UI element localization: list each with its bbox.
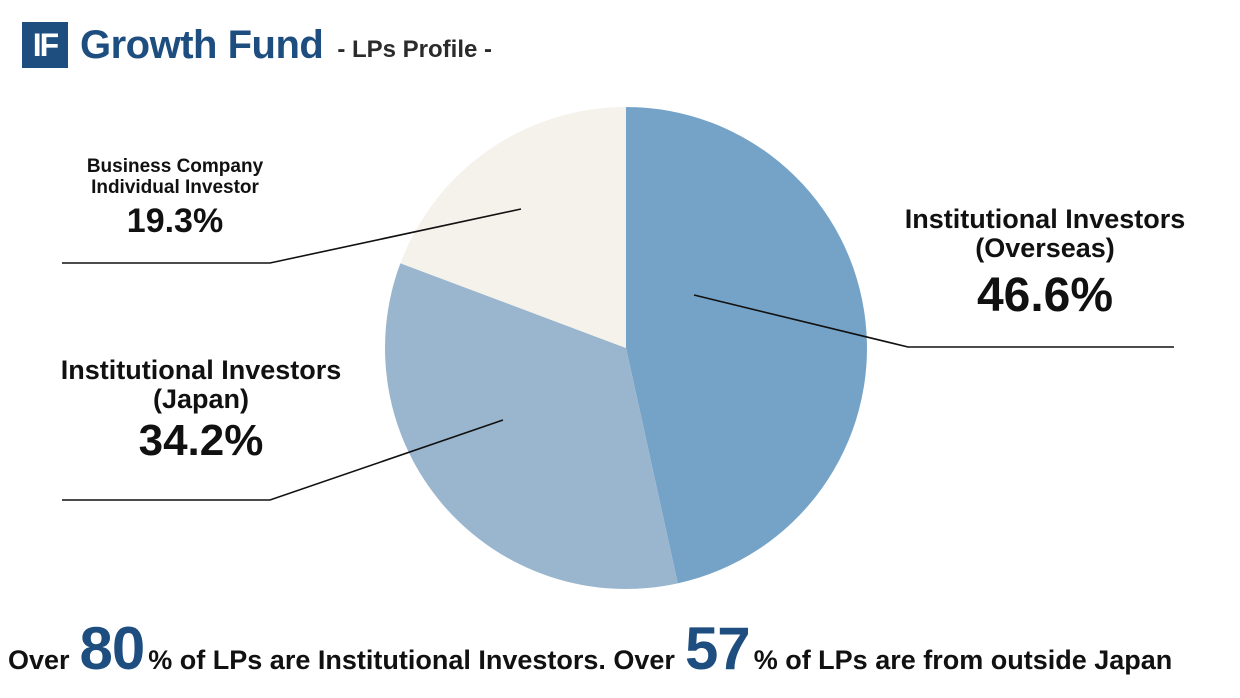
pie-slices (384, 107, 867, 589)
pie-slice-business (400, 107, 626, 348)
leader-lines (62, 208, 1174, 501)
slice-label-overseas: Institutional Investors (Overseas) 46.6% (885, 204, 1205, 323)
slice-name-line2: (Japan) (152, 384, 250, 415)
pie-slice-japan (384, 263, 678, 589)
slice-name-line1: Institutional Investors (904, 204, 1186, 234)
page-subtitle: - LPs Profile - (337, 36, 493, 63)
slice-label-japan: Institutional Investors (Japan) 34.2% (48, 355, 354, 466)
page-title: Growth Fund (80, 22, 324, 67)
footer-number-57: 57 (684, 615, 751, 682)
leader-line-business (62, 208, 522, 264)
header: IF Growth Fund - LPs Profile - (22, 20, 492, 70)
slice-value-label: 34.2% (138, 416, 264, 466)
slice-value-label: 46.6% (976, 269, 1114, 323)
slice-label-business: Business Company Individual Investor 19.… (62, 156, 288, 241)
leader-line-japan (62, 419, 504, 501)
logo: IF (22, 22, 68, 68)
slice-name-line1: Institutional Investors (60, 355, 342, 385)
footer-text-1: Over (8, 645, 70, 675)
pie-slice-overseas (626, 107, 867, 584)
slice-name-line2: (Overseas) (975, 233, 1115, 264)
footer-text-2: % of LPs are Institutional Investors. Ov… (148, 645, 675, 675)
leader-line-overseas (693, 294, 1174, 348)
footer-number-80: 80 (79, 615, 146, 682)
slice-name-line1: Business Company (86, 156, 264, 177)
slice-value-label: 19.3% (126, 202, 224, 241)
summary-footer: Over 80 % of LPs are Institutional Inves… (8, 614, 1234, 684)
footer-text-3: % of LPs are from outside Japan (753, 645, 1173, 675)
slice-name-line2: Individual Investor (91, 176, 259, 198)
